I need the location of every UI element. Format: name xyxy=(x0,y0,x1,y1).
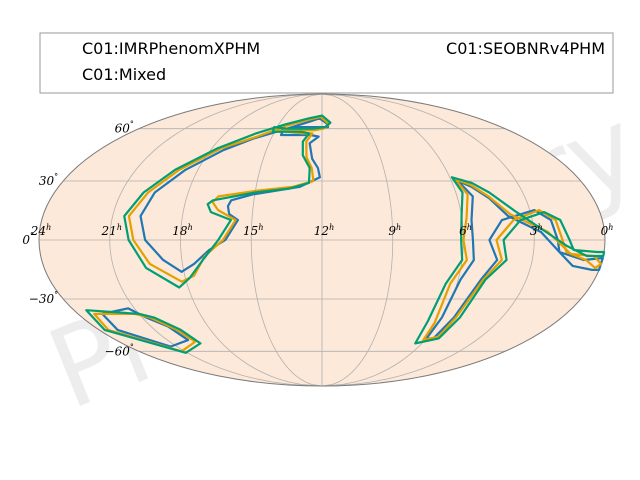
dec-tick-label: −30° xyxy=(29,290,58,306)
dec-tick-label: 0° xyxy=(22,231,34,247)
credible-contour xyxy=(139,117,330,273)
credible-contour xyxy=(93,312,197,353)
legend-label-mixed: C01:Mixed xyxy=(82,65,166,84)
sky-outline xyxy=(38,93,606,387)
dec-tick-label: −60° xyxy=(105,342,134,358)
meridian-line xyxy=(321,93,394,387)
series-1 xyxy=(101,117,604,348)
credible-contour xyxy=(85,309,202,354)
legend-frame xyxy=(39,32,614,94)
ra-tick-label: 21h xyxy=(101,223,122,238)
meridian-line xyxy=(109,93,323,387)
legend-label-seobnrv4phm: C01:SEOBNRv4PHM xyxy=(446,39,605,58)
meridian-line xyxy=(321,93,535,387)
ra-tick-label: 24h xyxy=(30,223,51,238)
legend-label-imrphenomxphm: C01:IMRPhenomXPHM xyxy=(82,39,260,58)
series-3 xyxy=(85,114,606,354)
dec-tick-label: 60° xyxy=(115,120,134,136)
legend: C01:IMRPhenomXPHM C01:SEOBNRv4PHM C01:Mi… xyxy=(39,32,614,94)
credible-contour xyxy=(425,179,604,340)
ra-tick-label: 0h xyxy=(601,223,614,238)
credible-contour xyxy=(123,114,332,289)
dec-tick-label: 30° xyxy=(39,172,58,188)
credible-contour xyxy=(414,176,606,345)
credible-contour xyxy=(422,178,603,342)
meridian-line xyxy=(180,93,323,387)
credible-contour xyxy=(101,307,190,348)
